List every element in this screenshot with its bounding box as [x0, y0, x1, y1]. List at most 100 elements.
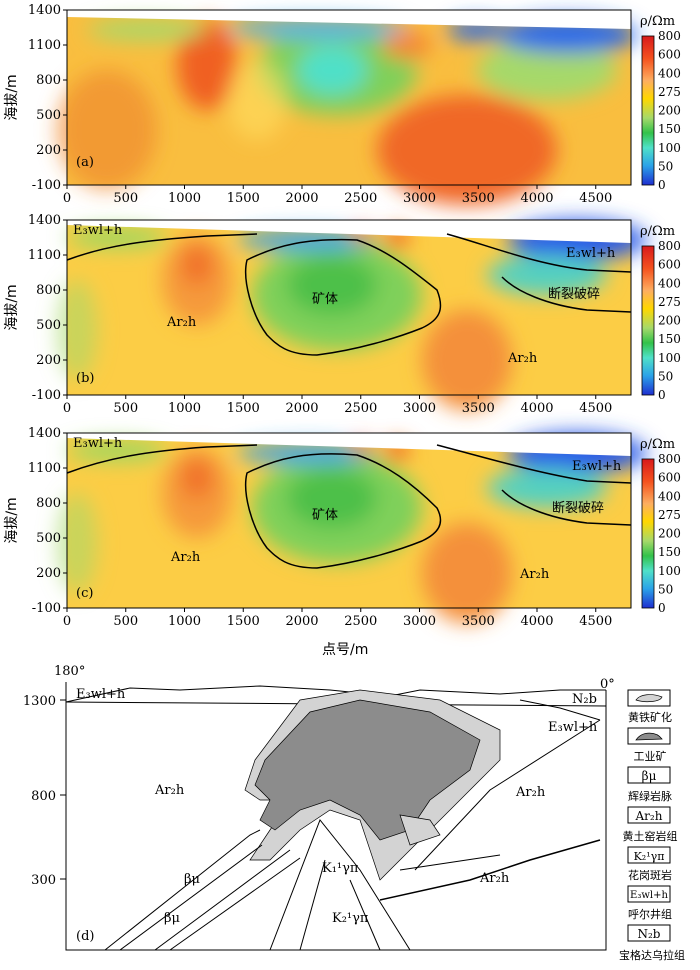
x-tick-label: 3000: [403, 191, 436, 206]
legend-label-5: 花岗斑岩: [628, 868, 672, 882]
x-tick-label: 3500: [462, 191, 495, 206]
d-e3-right: E₃wl+h: [548, 720, 598, 735]
d-bmu-1: βμ: [184, 872, 200, 887]
y-tick-label: 1400: [28, 426, 61, 441]
x-tick-label: 2000: [285, 614, 318, 629]
x-tick-label: 1500: [227, 614, 260, 629]
legend-label-7: 宝格达乌拉组: [619, 948, 685, 962]
d-ar2h-3: Ar₂h: [479, 871, 510, 886]
panel-c-annotations: E₃wl+h E₃wl+h 矿体 Ar₂h Ar₂h 断裂破碎: [73, 436, 622, 582]
colorbar-tick: 150: [658, 332, 681, 346]
x-tick-label: 1500: [227, 401, 260, 416]
d-n2b: N₂b: [572, 692, 597, 707]
y-tick-label: 1400: [28, 213, 61, 228]
angle-left: 180°: [54, 664, 85, 679]
y-tick-label: 1100: [28, 461, 61, 476]
colorbar-tick: 800: [658, 29, 681, 43]
colorbar-tick: 100: [658, 351, 681, 365]
panel-b: [57, 219, 647, 410]
colorbar-tick: 400: [658, 276, 681, 290]
colorbar-tick: 200: [658, 527, 681, 541]
axes-c: 0 500 1000 1500 2000 2500 3000 3500 4000 4500 1400…: [4, 426, 612, 629]
panel-b-label: (b): [76, 371, 94, 386]
x-axis-title: 点号/m: [322, 642, 368, 658]
y-tick-label: 1400: [28, 3, 61, 18]
anno-e3-left-c: E₃wl+h: [73, 436, 123, 451]
y-tick-label: 500: [36, 318, 61, 333]
y-tick-label: 200: [36, 143, 61, 158]
colorbar-tick: 100: [658, 564, 681, 578]
y-tick-label: -100: [32, 178, 61, 193]
x-tick-label: 0: [63, 191, 71, 206]
x-tick-label: 3500: [462, 614, 495, 629]
x-tick-label: 1000: [168, 614, 201, 629]
colorbar-tick: 200: [658, 314, 681, 328]
panel-b-annotations: E₃wl+h E₃wl+h 矿体 Ar₂h Ar₂h 断裂破碎: [73, 223, 616, 366]
anno-orebody-c: 矿体: [312, 508, 338, 523]
x-tick-label: 4500: [579, 191, 612, 206]
x-tick-label: 2500: [344, 401, 377, 416]
x-tick-label: 500: [113, 401, 138, 416]
d-k2: K₂¹γπ: [332, 911, 369, 926]
x-tick-label: 4000: [520, 191, 553, 206]
panel-a-label: (a): [76, 155, 94, 170]
x-tick-label: 500: [113, 614, 138, 629]
x-tick-label: 4500: [579, 614, 612, 629]
panel-c: [57, 432, 647, 623]
colorbar-tick: 0: [658, 388, 666, 402]
anno-ar2h-right-c: Ar₂h: [519, 567, 550, 582]
x-tick-label: 3000: [403, 401, 436, 416]
x-tick-label: 0: [63, 614, 71, 629]
panel-d-section: 180° 0° E₃wl+h N₂b E₃wl+h Ar₂h Ar₂h Ar₂h…: [23, 664, 615, 951]
colorbar-tick: 400: [658, 489, 681, 503]
x-tick-label: 4000: [520, 401, 553, 416]
legend-sym-5: K₂¹γπ: [634, 850, 665, 863]
axes-b: 0 500 1000 1500 2000 2500 3000 3500 4000 4500 1400…: [4, 213, 612, 416]
anno-e3-left: E₃wl+h: [73, 223, 123, 238]
legend-sym-3: βμ: [642, 769, 657, 783]
colorbar-title: ρ/Ωm: [640, 224, 675, 239]
colorbar-gradient: [641, 245, 655, 396]
x-tick-label: 1000: [168, 191, 201, 206]
colorbar-gradient: [641, 35, 655, 186]
x-tick-label: 4000: [520, 614, 553, 629]
x-tick-label: 2500: [344, 191, 377, 206]
legend-sym-4: Ar₂h: [635, 809, 663, 823]
x-tick-label: 2000: [285, 191, 318, 206]
y-tick-label: 1100: [28, 38, 61, 53]
panel-c-label: (c): [76, 586, 93, 601]
y-tick-label: 1100: [28, 248, 61, 263]
panel-a: [57, 9, 637, 205]
legend-label-4: 黄土窑岩组: [623, 829, 678, 843]
d-ar2h-2: Ar₂h: [515, 785, 546, 800]
anno-e3-right-c: E₃wl+h: [572, 459, 622, 474]
y-tick-label: 200: [36, 353, 61, 368]
colorbar-tick: 800: [658, 239, 681, 253]
colorbar-tick: 150: [658, 545, 681, 559]
x-tick-label: 500: [113, 191, 138, 206]
colorbar-tick: 600: [658, 471, 681, 485]
x-tick-label: 3500: [462, 401, 495, 416]
legend-label-2: 工业矿: [634, 750, 667, 763]
y-tick-label: 800: [36, 496, 61, 511]
colorbar-tick: 50: [658, 369, 673, 383]
y-tick-label: 500: [36, 531, 61, 546]
colorbar-tick: 275: [658, 85, 681, 99]
x-tick-label: 3000: [403, 614, 436, 629]
axes-a: 0 500 1000 1500 2000 2500 3000 3500 4000 4500 1400…: [4, 3, 612, 206]
y-tick-label: 500: [36, 108, 61, 123]
x-tick-label: 0: [63, 401, 71, 416]
colorbar-tick: 275: [658, 508, 681, 522]
colorbar-gradient: [641, 458, 655, 609]
legend-sym-7: N₂b: [638, 927, 661, 941]
colorbar-tick: 400: [658, 66, 681, 80]
y-tick-label: 800: [36, 73, 61, 88]
anno-fault-c: 断裂破碎: [552, 501, 604, 516]
colorbar-tick: 150: [658, 122, 681, 136]
x-tick-label: 1000: [168, 401, 201, 416]
colorbar-title: ρ/Ωm: [640, 437, 675, 452]
